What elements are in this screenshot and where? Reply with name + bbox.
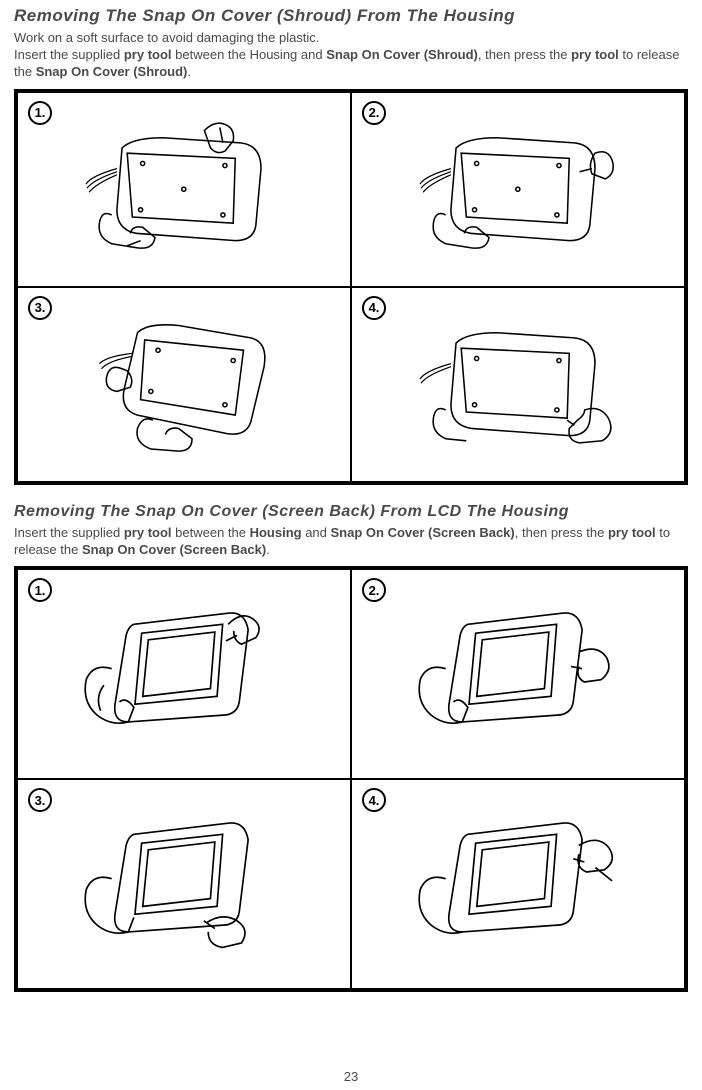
s2-b2: Snap On Cover (Screen Back) bbox=[331, 525, 515, 540]
s1-p5: . bbox=[187, 64, 191, 79]
section1-step3: 3. bbox=[17, 287, 351, 482]
step-badge: 4. bbox=[362, 788, 386, 812]
s1-b1: pry tool bbox=[124, 47, 172, 62]
s2-p2: between the bbox=[172, 525, 250, 540]
step-badge: 3. bbox=[28, 788, 52, 812]
s2-b3: pry tool bbox=[608, 525, 656, 540]
diagram-shroud-1 bbox=[51, 112, 317, 266]
s2-p1: Insert the supplied bbox=[14, 525, 124, 540]
step-badge: 1. bbox=[28, 578, 52, 602]
step-badge: 2. bbox=[362, 101, 386, 125]
s1-b2: Snap On Cover (Shroud) bbox=[326, 47, 478, 62]
s2-p5: . bbox=[266, 542, 270, 557]
diagram-screen-2 bbox=[385, 591, 651, 757]
diagram-shroud-2 bbox=[385, 112, 651, 266]
step-badge: 4. bbox=[362, 296, 386, 320]
diagram-shroud-4 bbox=[385, 307, 651, 461]
section2-step4: 4. bbox=[351, 779, 685, 989]
diagram-screen-3 bbox=[51, 801, 317, 967]
s2-b1a: Housing bbox=[250, 525, 302, 540]
diagram-shroud-3 bbox=[51, 307, 317, 461]
page-number: 23 bbox=[0, 1069, 702, 1084]
s2-p3: , then press the bbox=[515, 525, 608, 540]
diagram-screen-1 bbox=[51, 591, 317, 757]
section2-step3: 3. bbox=[17, 779, 351, 989]
section1-step1: 1. bbox=[17, 92, 351, 287]
s1-b4: Snap On Cover (Shroud) bbox=[36, 64, 188, 79]
section-shroud: Removing The Snap On Cover (Shroud) From… bbox=[14, 6, 688, 485]
s2-b1: pry tool bbox=[124, 525, 172, 540]
section1-step2: 2. bbox=[351, 92, 685, 287]
section1-grid: 1. 2. bbox=[14, 89, 688, 485]
section1-body: Work on a soft surface to avoid damaging… bbox=[14, 30, 688, 81]
section2-body: Insert the supplied pry tool between the… bbox=[14, 525, 688, 559]
s1-p2: between the Housing and bbox=[172, 47, 327, 62]
section1-title: Removing The Snap On Cover (Shroud) From… bbox=[14, 6, 688, 26]
step-badge: 3. bbox=[28, 296, 52, 320]
section2-title: Removing The Snap On Cover (Screen Back)… bbox=[14, 503, 688, 521]
s1-p3: , then press the bbox=[478, 47, 571, 62]
step-badge: 1. bbox=[28, 101, 52, 125]
s1-p1: Insert the supplied bbox=[14, 47, 124, 62]
section2-step2: 2. bbox=[351, 569, 685, 779]
diagram-screen-4 bbox=[385, 801, 651, 967]
section1-lead: Work on a soft surface to avoid damaging… bbox=[14, 30, 319, 45]
s2-p2a: and bbox=[302, 525, 331, 540]
s2-b4: Snap On Cover (Screen Back) bbox=[82, 542, 266, 557]
section-screen-back: Removing The Snap On Cover (Screen Back)… bbox=[14, 503, 688, 993]
section1-step4: 4. bbox=[351, 287, 685, 482]
step-badge: 2. bbox=[362, 578, 386, 602]
s1-b3: pry tool bbox=[571, 47, 619, 62]
section2-grid: 1. 2. bbox=[14, 566, 688, 992]
section2-step1: 1. bbox=[17, 569, 351, 779]
